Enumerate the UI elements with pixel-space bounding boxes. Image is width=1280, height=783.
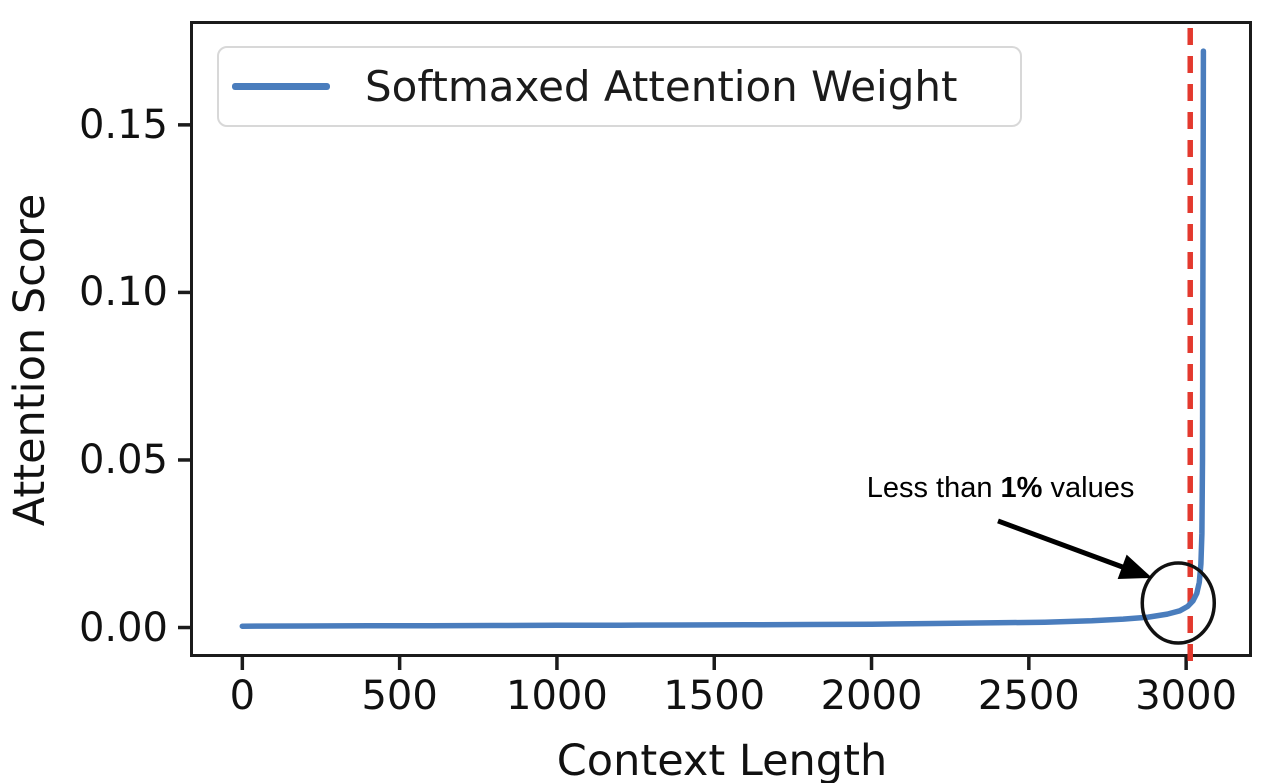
x-tick-label: 1000 [506, 673, 608, 719]
annotation-text: Less than 1% values [867, 472, 1135, 505]
y-tick-label: 0.00 [78, 604, 168, 651]
x-tick-label: 500 [361, 673, 438, 719]
y-axis-label: Attention Score [5, 193, 55, 527]
y-tick-label: 0.10 [78, 269, 168, 316]
annotation-text-before: Less than [866, 472, 1001, 505]
x-tick-label: 2000 [820, 673, 923, 719]
x-tick-label: 1500 [663, 673, 766, 719]
x-tick-label: 2500 [977, 673, 1080, 719]
y-tick-label: 0.05 [78, 436, 168, 483]
annotation-text-after: values [1042, 472, 1135, 505]
x-axis-label: Context Length [556, 736, 888, 783]
legend-label: Softmaxed Attention Weight [365, 62, 958, 111]
x-tick-label: 0 [229, 673, 256, 719]
x-tick-label: 3000 [1135, 673, 1238, 719]
legend-line-swatch [232, 83, 330, 90]
legend: Softmaxed Attention Weight [217, 46, 1022, 127]
y-tick-label: 0.15 [78, 101, 168, 148]
annotation-text-bold: 1% [1000, 472, 1043, 505]
